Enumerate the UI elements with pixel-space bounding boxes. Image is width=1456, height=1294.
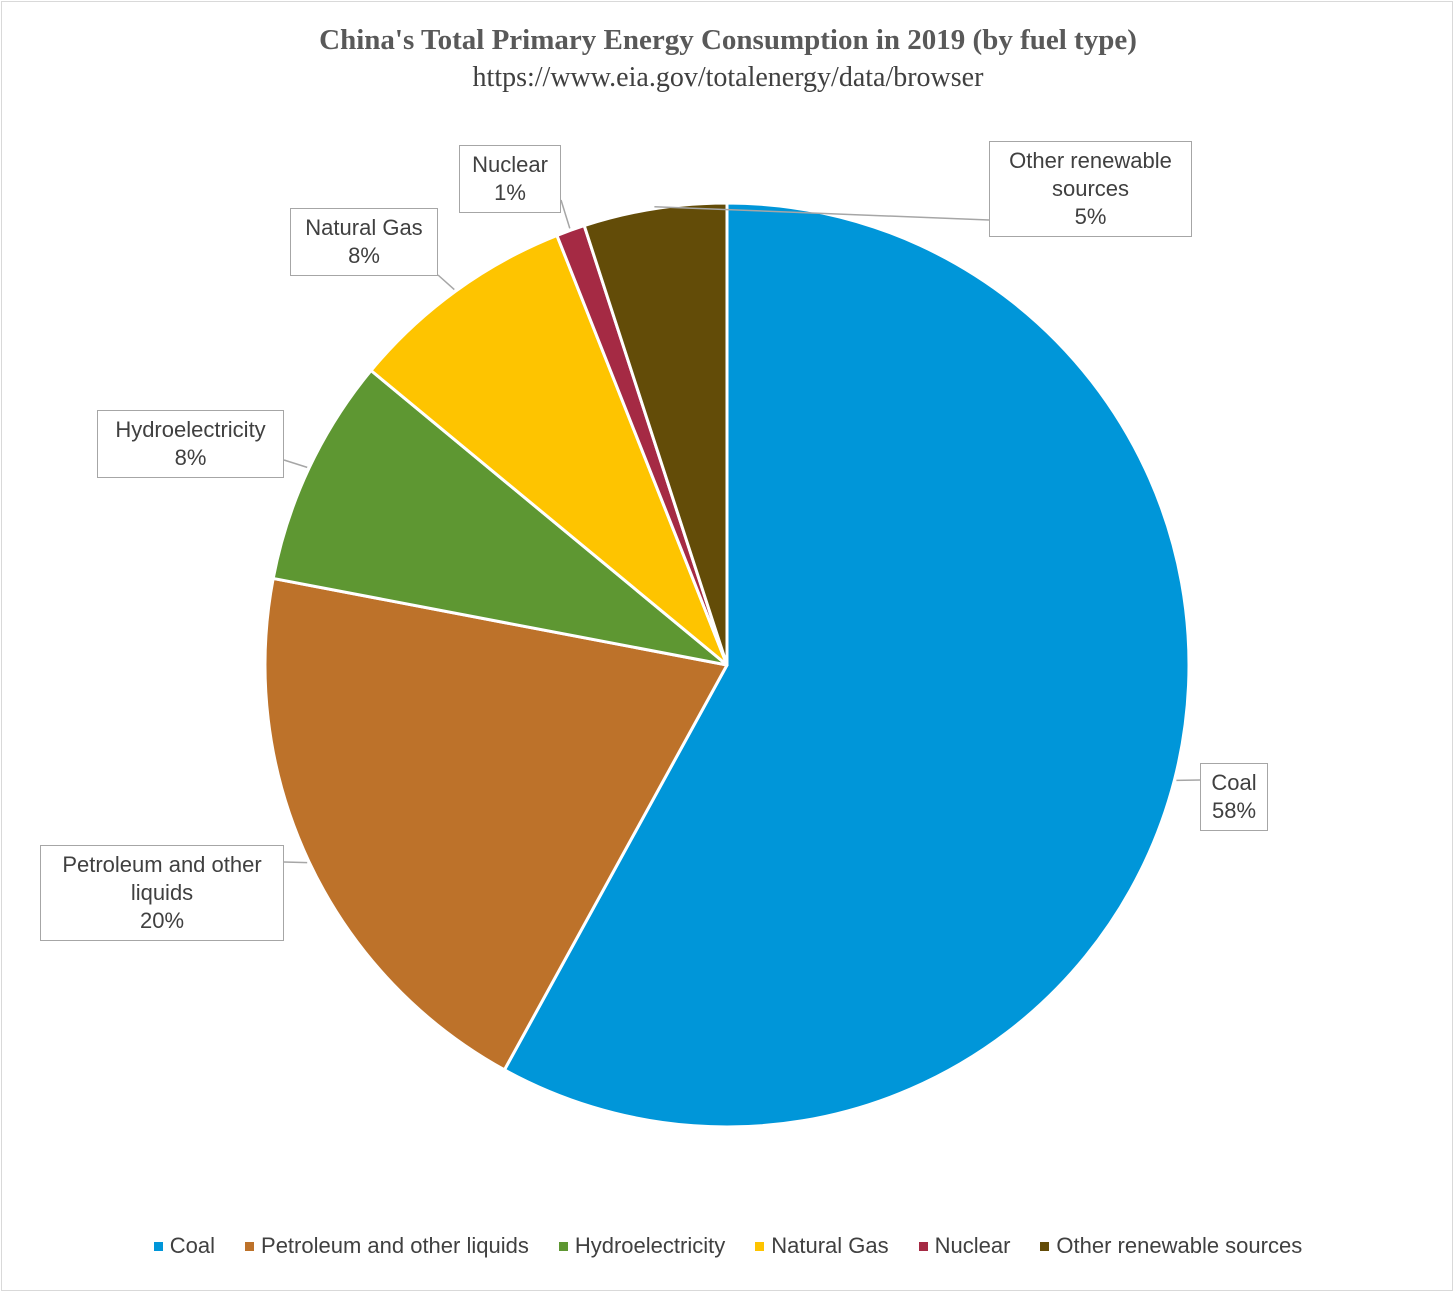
legend-label: Petroleum and other liquids	[261, 1233, 529, 1258]
pie-slice-other-renewable-sources	[582, 201, 729, 667]
pie-slice-coal	[502, 201, 1191, 1129]
data-label-percent: 5%	[1074, 204, 1107, 229]
data-label-percent: 58%	[1211, 798, 1257, 823]
data-label-percent: 8%	[348, 243, 380, 268]
leader-line-natural-gas	[437, 274, 455, 291]
data-label-category: Petroleum and other liquids	[62, 852, 262, 905]
data-label-other-renewable-sources: Other renewable sources 5%	[989, 141, 1192, 237]
data-label-percent: 1%	[494, 180, 526, 205]
data-label-coal: Coal 58%	[1200, 763, 1268, 831]
legend-label: Other renewable sources	[1056, 1233, 1303, 1258]
leader-line-other-renewable-sources	[654, 205, 990, 221]
legend: Coal Petroleum and other liquids Hydroelec…	[0, 1233, 1456, 1259]
data-label-natural-gas: Natural Gas 8%	[290, 208, 438, 276]
data-label-percent: 20%	[139, 908, 185, 933]
legend-item-other-renewable-sources: Other renewable sources	[1040, 1233, 1302, 1259]
legend-item-coal: Coal	[153, 1233, 216, 1259]
leader-line-nuclear	[560, 199, 571, 229]
chart-title: China's Total Primary Energy Consumption…	[319, 24, 1137, 56]
legend-swatch	[755, 1241, 765, 1251]
legend-swatch	[558, 1241, 568, 1251]
data-label-percent: 8%	[174, 445, 207, 470]
leader-line-hydroelectricity	[283, 459, 308, 469]
pie-slice-petroleum-and-other-liquids	[263, 576, 729, 1072]
pie-slice-hydroelectricity	[271, 369, 729, 667]
legend-swatch	[1040, 1241, 1050, 1251]
data-label-category: Hydroelectricity	[115, 417, 266, 442]
data-label-hydroelectricity: Hydroelectricity 8%	[97, 410, 284, 478]
leader-lines	[283, 199, 1201, 864]
legend-item-nuclear: Nuclear	[918, 1233, 1011, 1259]
chart-subtitle: https://www.eia.gov/totalenergy/data/bro…	[472, 62, 984, 93]
legend-label: Hydroelectricity	[574, 1233, 726, 1258]
legend-label: Nuclear	[934, 1233, 1011, 1258]
legend-item-petroleum-and-other-liquids: Petroleum and other liquids	[245, 1233, 529, 1259]
legend-item-natural-gas: Natural Gas	[755, 1233, 889, 1259]
legend-item-hydroelectricity: Hydroelectricity	[558, 1233, 726, 1259]
legend-swatch	[153, 1241, 163, 1251]
legend-label: Coal	[169, 1233, 216, 1258]
legend-label: Natural Gas	[771, 1233, 889, 1258]
data-label-category: Coal	[1211, 770, 1257, 795]
data-label-category: Other renewable sources	[1009, 148, 1172, 201]
pie-slices	[263, 201, 1191, 1129]
data-label-category: Natural Gas	[305, 215, 423, 240]
data-label-category: Nuclear	[472, 152, 548, 177]
leader-line-petroleum-and-other-liquids	[283, 861, 308, 864]
data-label-nuclear: Nuclear 1%	[459, 145, 561, 213]
data-label-petroleum-and-other-liquids: Petroleum and other liquids 20%	[40, 845, 284, 941]
pie-slice-natural-gas	[369, 233, 729, 667]
legend-swatch	[918, 1241, 928, 1251]
legend-swatch	[245, 1241, 255, 1251]
